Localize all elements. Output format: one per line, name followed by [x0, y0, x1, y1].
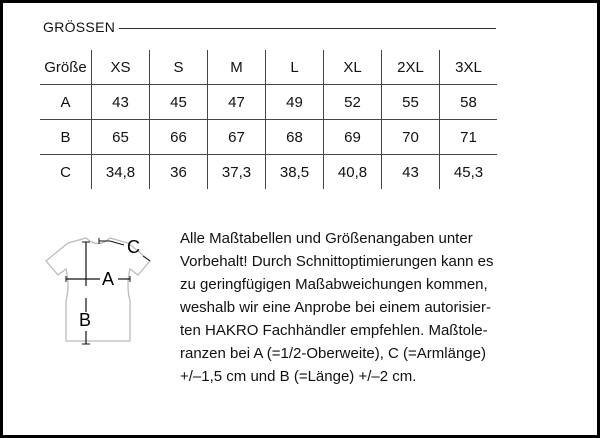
- paragraph-line: Alle Maßtabellen und Größenangaben unter: [180, 230, 473, 247]
- table-cell: 34,8: [91, 154, 150, 189]
- title-divider: [119, 28, 496, 29]
- header-cell: XS: [91, 50, 150, 85]
- label-a: A: [102, 269, 114, 289]
- row-label-cell: C: [40, 154, 92, 189]
- tshirt-measure-diagram: A B C: [45, 237, 151, 345]
- paragraph-line: weshalb wir eine Anprobe bei einem autor…: [180, 299, 492, 316]
- paragraph-line: zu geringfügigen Maßabweichungen kommen,: [180, 276, 488, 293]
- table-cell: 68: [265, 119, 324, 155]
- paragraph-line: +/–1,5 cm und B (=Länge) +/–2 cm.: [180, 368, 417, 385]
- paragraph-line: ranzen bei A (=1/2-Oberweite), C (=Armlä…: [180, 345, 486, 362]
- header-cell: 3XL: [439, 50, 497, 85]
- table-cell: 37,3: [207, 154, 266, 189]
- size-chart-card: GRÖSSEN Größe XS S M L XL 2XL 3XL A 43 45 47 49 52 55 5…: [3, 3, 597, 435]
- table-cell: 40,8: [323, 154, 382, 189]
- header-cell: 2XL: [381, 50, 440, 85]
- table-cell: 71: [439, 119, 497, 155]
- table-cell: 58: [439, 84, 497, 120]
- header-cell: XL: [323, 50, 382, 85]
- table-cell: 65: [91, 119, 150, 155]
- header-cell: M: [207, 50, 266, 85]
- table-header-row: Größe XS S M L XL 2XL 3XL: [40, 50, 497, 85]
- row-label-cell: B: [40, 119, 92, 155]
- table-cell: 52: [323, 84, 382, 120]
- table-row: A 43 45 47 49 52 55 58: [40, 84, 497, 120]
- size-table: Größe XS S M L XL 2XL 3XL A 43 45 47 49 52 55 58 B 65 66 67…: [40, 50, 497, 189]
- table-cell: 67: [207, 119, 266, 155]
- table-row: B 65 66 67 68 69 70 71: [40, 119, 497, 155]
- table-cell: 70: [381, 119, 440, 155]
- table-cell: 43: [381, 154, 440, 189]
- table-cell: 69: [323, 119, 382, 155]
- table-cell: 49: [265, 84, 324, 120]
- label-c: C: [127, 237, 140, 257]
- label-b: B: [79, 310, 91, 330]
- header-cell: L: [265, 50, 324, 85]
- table-cell: 47: [207, 84, 266, 120]
- tshirt-outline: [45, 237, 151, 342]
- table-cell: 66: [149, 119, 208, 155]
- paragraph-line: Vorbehalt! Durch Schnittoptimierungen ka…: [180, 253, 494, 270]
- table-cell: 38,5: [265, 154, 324, 189]
- table-cell: 55: [381, 84, 440, 120]
- table-cell: 45: [149, 84, 208, 120]
- section-title: GRÖSSEN: [43, 19, 116, 35]
- header-cell: Größe: [44, 58, 87, 76]
- disclaimer-paragraph: Alle Maßtabellen und Größenangaben unter…: [180, 227, 575, 388]
- header-cell: S: [149, 50, 208, 85]
- paragraph-line: ten HAKRO Fachhändler empfehlen. Maßtole…: [180, 322, 488, 339]
- table-row: C 34,8 36 37,3 38,5 40,8 43 45,3: [40, 154, 497, 189]
- table-cell: 45,3: [439, 154, 497, 189]
- table-cell: 43: [91, 84, 150, 120]
- row-label-cell: A: [40, 84, 92, 120]
- table-cell: 36: [149, 154, 208, 189]
